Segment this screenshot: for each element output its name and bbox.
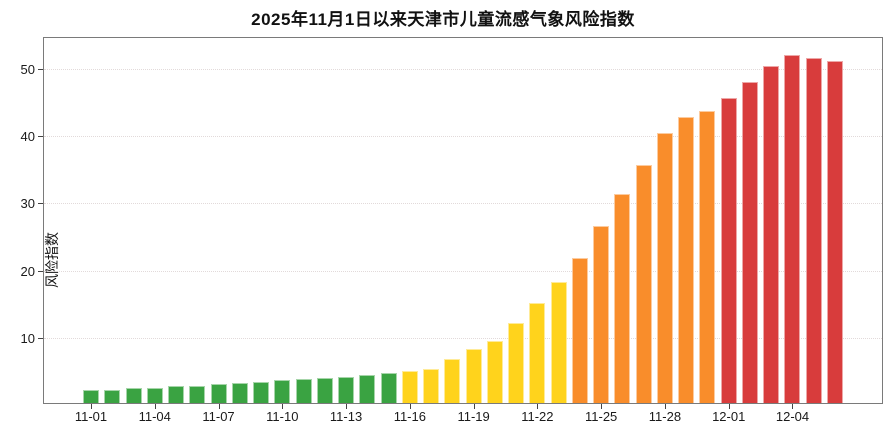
y-tick-label-40: 40 xyxy=(20,129,35,145)
x-tick-mark-11-28 xyxy=(664,404,666,409)
bar-11-20 xyxy=(486,340,503,403)
bar-11-09 xyxy=(253,381,270,403)
bar-12-03 xyxy=(763,65,780,403)
y-tick-mark-30 xyxy=(38,203,43,205)
bar-11-15 xyxy=(380,373,397,403)
x-tick-label-11-22: 11-22 xyxy=(521,409,554,424)
x-tick-mark-11-10 xyxy=(282,404,284,409)
x-tick-mark-11-13 xyxy=(346,404,348,409)
bar-11-08 xyxy=(231,382,248,403)
bar-11-17 xyxy=(423,368,440,403)
bar-11-19 xyxy=(465,349,482,403)
bar-11-21 xyxy=(508,322,525,403)
bar-11-26 xyxy=(614,194,631,403)
y-tick-label-50: 50 xyxy=(20,62,35,78)
x-tick-label-11-10: 11-10 xyxy=(266,409,299,424)
bar-11-22 xyxy=(529,303,546,403)
x-tick-mark-11-22 xyxy=(537,404,539,409)
bar-12-01 xyxy=(720,97,737,403)
bar-12-04 xyxy=(784,55,801,403)
bar-11-13 xyxy=(338,376,355,403)
x-tick-label-11-19: 11-19 xyxy=(457,409,490,424)
x-tick-label-11-04: 11-04 xyxy=(138,409,171,424)
bar-11-16 xyxy=(401,370,418,403)
bar-11-18 xyxy=(444,359,461,403)
x-tick-label-11-25: 11-25 xyxy=(585,409,618,424)
x-tick-label-11-13: 11-13 xyxy=(329,409,363,424)
y-tick-label-20: 20 xyxy=(20,263,35,279)
bar-11-27 xyxy=(635,165,652,403)
y-tick-label-10: 10 xyxy=(20,330,35,346)
x-tick-mark-11-19 xyxy=(473,404,475,409)
x-tick-label-11-01: 11-01 xyxy=(74,409,108,424)
y-tick-mark-40 xyxy=(38,136,43,138)
bar-11-30 xyxy=(699,111,716,403)
bar-11-05 xyxy=(168,385,185,403)
x-tick-mark-11-01 xyxy=(91,404,92,409)
x-tick-mark-11-04 xyxy=(154,404,156,409)
x-tick-mark-11-16 xyxy=(409,404,411,409)
bar-11-23 xyxy=(550,282,567,403)
x-tick-label-12-04: 12-04 xyxy=(775,409,810,424)
x-tick-label-11-16: 11-16 xyxy=(393,409,426,424)
bar-11-11 xyxy=(295,378,312,403)
x-tick-mark-12-04 xyxy=(792,404,794,409)
bar-12-02 xyxy=(741,82,758,403)
x-tick-mark-12-01 xyxy=(728,404,730,409)
bar-11-25 xyxy=(593,225,610,403)
bar-12-06 xyxy=(827,60,843,403)
bar-11-07 xyxy=(210,384,227,403)
x-tick-label-11-07: 11-07 xyxy=(202,409,235,424)
x-tick-label-12-01: 12-01 xyxy=(712,409,746,424)
chart-title: 2025年11月1日以来天津市儿童流感气象风险指数 xyxy=(251,10,635,29)
bar-11-24 xyxy=(571,258,588,403)
bar-11-04 xyxy=(146,387,163,403)
x-tick-mark-11-07 xyxy=(218,404,220,409)
gridline-10 xyxy=(44,337,882,339)
bar-12-05 xyxy=(805,58,822,403)
bar-11-10 xyxy=(274,380,291,403)
y-tick-label-30: 30 xyxy=(20,196,35,212)
bar-11-06 xyxy=(189,385,206,403)
gridline-30 xyxy=(44,203,882,205)
bar-11-28 xyxy=(656,133,673,403)
plot-area: 风险指数 日期 102030405011-0111-0411-0711-1011… xyxy=(21,37,883,424)
y-tick-mark-20 xyxy=(38,270,43,272)
gridline-40 xyxy=(44,136,882,138)
y-tick-mark-10 xyxy=(38,337,43,339)
bar-11-03 xyxy=(125,388,142,403)
x-tick-label-11-28: 11-28 xyxy=(648,409,682,424)
bar-11-29 xyxy=(678,117,695,403)
bar-11-14 xyxy=(359,374,376,403)
bar-11-01 xyxy=(83,390,99,403)
gridline-50 xyxy=(44,69,882,71)
bar-11-12 xyxy=(316,378,333,403)
gridline-20 xyxy=(44,270,882,272)
x-tick-mark-11-25 xyxy=(601,404,603,409)
bar-11-02 xyxy=(104,390,121,403)
y-tick-mark-50 xyxy=(38,69,43,71)
